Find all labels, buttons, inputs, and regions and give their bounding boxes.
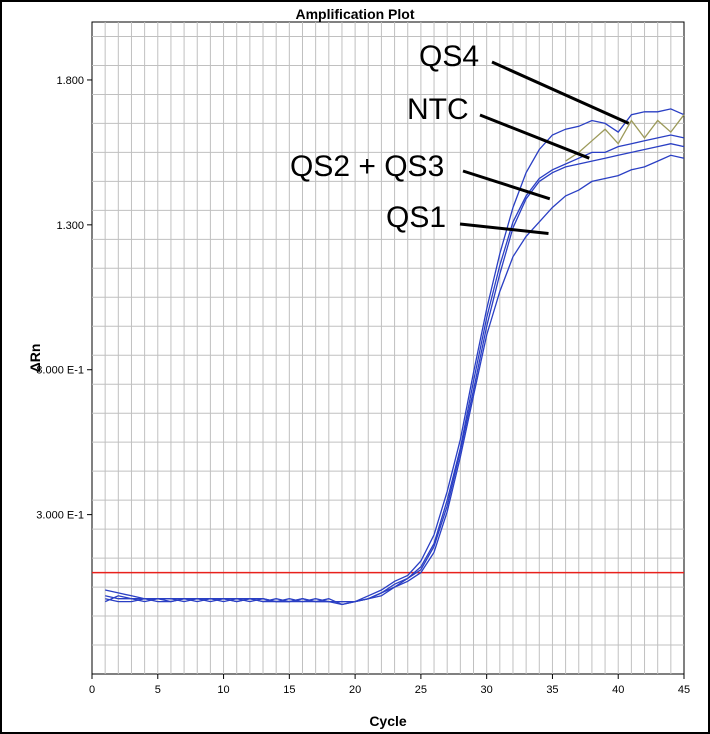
- plot-area: [91, 21, 685, 675]
- chart-title: Amplification Plot: [296, 6, 415, 22]
- annotation-layer: QS4 NTC QS2 + QS3 QS1: [290, 40, 630, 236]
- annotation-leader: [479, 113, 590, 160]
- x-tick-label: 40: [612, 684, 624, 696]
- y-tick-label: 1.300: [56, 220, 84, 232]
- x-tick-label: 25: [415, 684, 427, 696]
- x-axis-title: Cycle: [369, 713, 407, 729]
- x-tick-label: 0: [89, 684, 95, 696]
- annotation-leader: [462, 169, 551, 201]
- x-tick-label: 45: [678, 684, 690, 696]
- annotation-label: QS4: [419, 40, 479, 73]
- annotation-label: QS2 + QS3: [290, 150, 444, 183]
- annotation-leader: [491, 60, 630, 125]
- annotation-label: NTC: [407, 93, 469, 126]
- series-line-5: [565, 114, 685, 162]
- x-tick-label: 10: [217, 684, 229, 696]
- annotation-label: QS1: [386, 201, 446, 234]
- grid: [92, 22, 684, 674]
- series-layer: [104, 108, 685, 606]
- y-tick-label: 1.800: [56, 75, 84, 87]
- y-tick-label: 8.000 E-1: [36, 365, 84, 377]
- y-axis-title: ΔRn: [27, 344, 43, 373]
- x-tick-label: 20: [349, 684, 361, 696]
- x-tick-label: 15: [283, 684, 295, 696]
- x-tick-label: 5: [155, 684, 161, 696]
- tick-layer: 0 5 10 15 20 25 30 35 40 45 3.000 E-1 8.000 E-1 1.30…: [36, 75, 690, 696]
- annotation-leader: [459, 222, 549, 236]
- series-line-4: [105, 154, 685, 606]
- series-line-3: [105, 143, 685, 603]
- y-tick-label: 3.000 E-1: [36, 510, 84, 522]
- x-tick-label: 30: [481, 684, 493, 696]
- x-tick-label: 35: [546, 684, 558, 696]
